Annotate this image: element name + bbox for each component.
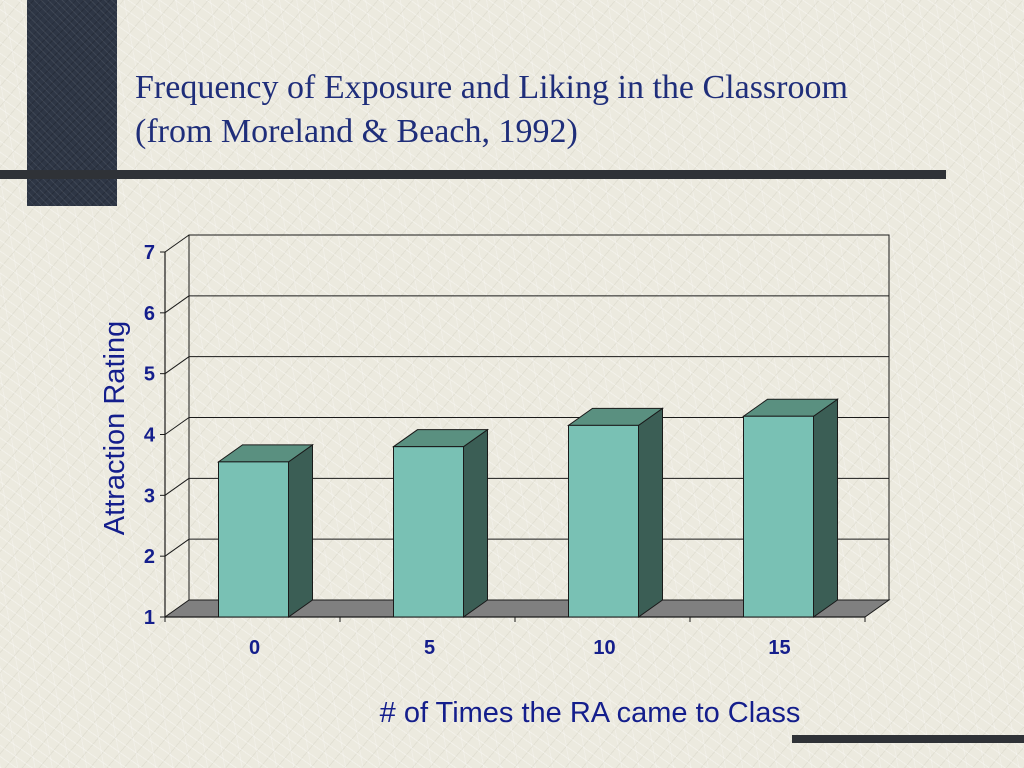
y-tick-label: 5 (144, 364, 155, 386)
y-tick-label: 4 (144, 425, 156, 447)
y-axis-label: Attraction Rating (99, 321, 131, 535)
bar (216, 443, 315, 618)
chart-tick-labels: 1 2 3 4 5 6 7 0 5 10 15 (144, 242, 791, 659)
footer-rule (792, 735, 1024, 743)
bar (741, 398, 840, 618)
gridline-side (164, 477, 190, 496)
y-tick-label: 2 (144, 546, 155, 568)
gridline-side (164, 417, 190, 435)
bar-front (218, 461, 289, 618)
bar-side (288, 443, 313, 618)
y-tick-label: 1 (144, 607, 155, 629)
y-tick-label: 6 (144, 303, 155, 325)
x-axis-label: # of Times the RA came to Class (380, 697, 801, 729)
bar-side (638, 407, 663, 618)
bar-front (568, 424, 639, 618)
slide-title-line-1: Frequency of Exposure and Liking in the … (135, 69, 848, 106)
gridline-side (164, 538, 190, 557)
x-tick-label: 10 (593, 637, 615, 659)
gridline-side (164, 234, 190, 253)
bar (391, 428, 490, 618)
title-underline-rule (0, 170, 946, 179)
y-tick-label: 3 (144, 485, 155, 507)
gridline-side (164, 295, 190, 314)
bar-side (463, 428, 488, 618)
bar (566, 407, 665, 618)
x-tick-label: 15 (768, 637, 790, 659)
y-tick-label: 7 (144, 242, 155, 264)
slide-title: Frequency of Exposure and Liking in the … (135, 66, 995, 154)
bar-side (813, 398, 838, 618)
gridline-side (164, 356, 190, 375)
x-tick-label: 5 (424, 637, 435, 659)
chart-bars (216, 398, 840, 618)
bar-front (743, 415, 814, 618)
slide-title-line-2: (from Moreland & Beach, 1992) (135, 113, 578, 150)
bar-front (393, 446, 464, 618)
x-tick-label: 0 (249, 637, 260, 659)
